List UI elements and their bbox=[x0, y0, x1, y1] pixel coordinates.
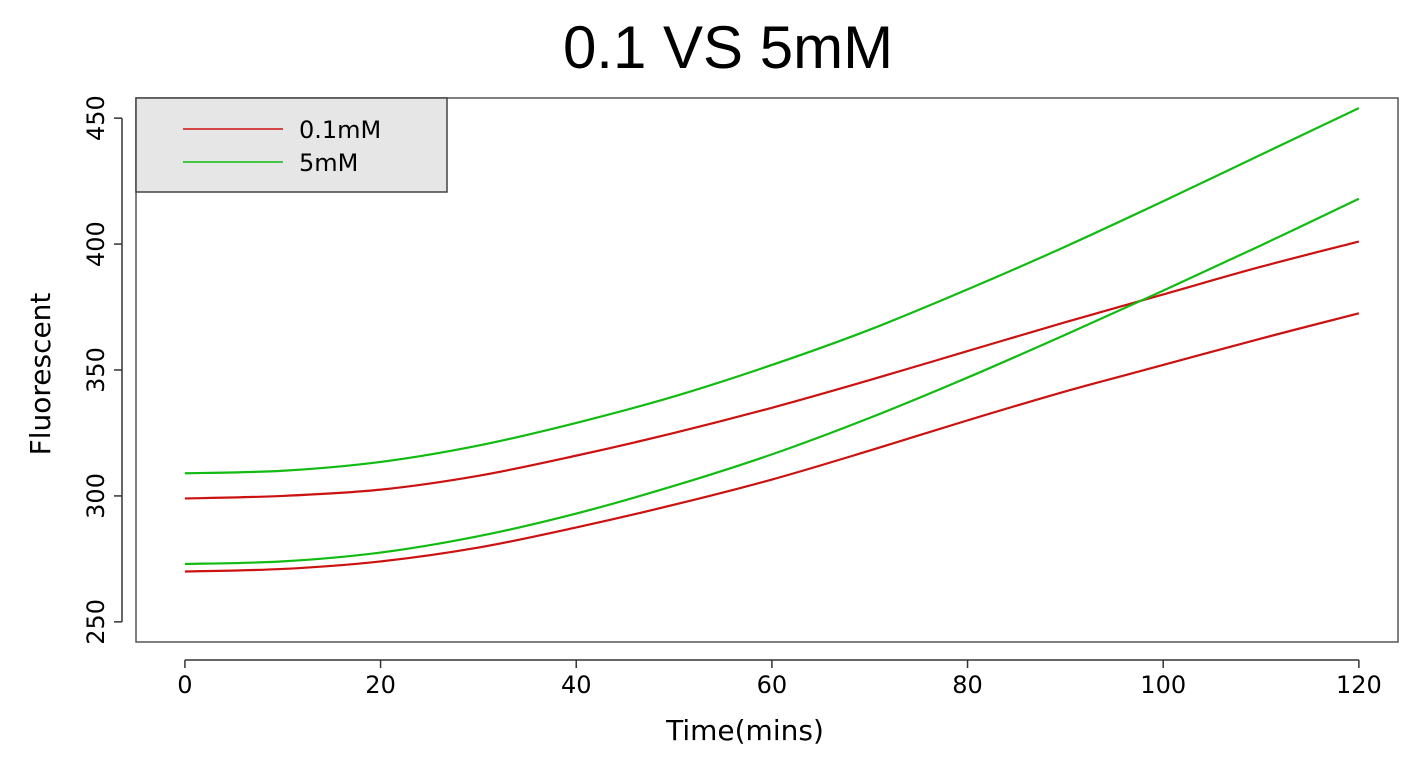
legend-label-5mM: 5mM bbox=[299, 149, 358, 177]
x-tick-label: 0 bbox=[177, 671, 192, 699]
x-tick-label: 80 bbox=[952, 671, 983, 699]
x-tick-label: 120 bbox=[1336, 671, 1382, 699]
series-line-0.1mM-2 bbox=[184, 312, 1360, 573]
y-tick-label: 250 bbox=[82, 599, 110, 645]
legend-label-0.1mM: 0.1mM bbox=[299, 116, 381, 144]
series-lines bbox=[184, 107, 1360, 573]
y-tick-label: 350 bbox=[82, 347, 110, 393]
series-line-0.1mM-1 bbox=[184, 240, 1360, 500]
y-axis-label: Fluorescent bbox=[24, 293, 57, 456]
series-line-5mM-4 bbox=[184, 197, 1360, 566]
x-tick-label: 100 bbox=[1140, 671, 1186, 699]
x-tick-label: 40 bbox=[561, 671, 592, 699]
x-axis-label: Time(mins) bbox=[665, 714, 824, 747]
y-tick-label: 450 bbox=[82, 95, 110, 141]
x-tick-label: 20 bbox=[365, 671, 396, 699]
legend-box bbox=[135, 97, 448, 193]
x-axis: 0 20 40 60 80 100 120 bbox=[177, 659, 1382, 699]
x-tick-label: 60 bbox=[757, 671, 788, 699]
series-line-5mM-3 bbox=[184, 107, 1360, 475]
chart-title: 0.1 VS 5mM bbox=[563, 14, 893, 81]
y-tick-label: 400 bbox=[82, 221, 110, 267]
legend: 0.1mM 5mM bbox=[135, 97, 448, 193]
y-tick-label: 300 bbox=[82, 473, 110, 519]
y-axis: 250 300 350 400 450 bbox=[82, 95, 123, 645]
